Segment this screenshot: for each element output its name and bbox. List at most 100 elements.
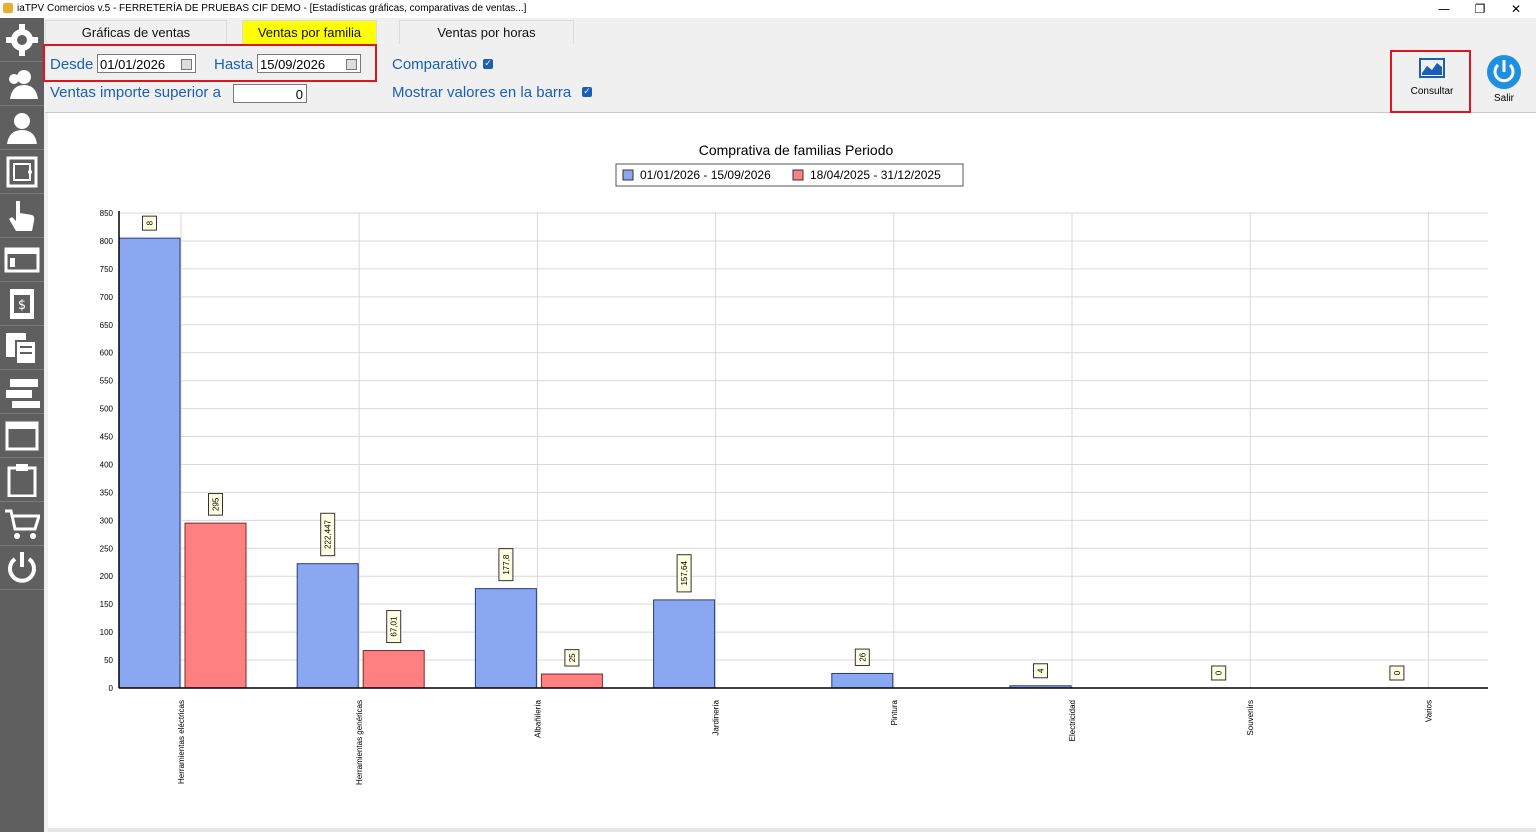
bar-series-2	[184, 522, 247, 689]
y-tick-label: 450	[100, 433, 114, 442]
value-label: 157,64	[680, 561, 689, 586]
value-label-box	[564, 649, 580, 667]
consultar-highlight	[1390, 50, 1471, 113]
value-label-box	[320, 512, 336, 557]
bar-series-2	[362, 650, 425, 689]
legend-series-2: 18/04/2025 - 31/12/2025	[810, 168, 941, 182]
legend-series-1: 01/01/2026 - 15/09/2026	[640, 168, 771, 182]
window-title: iaTPV Comercios v.5 - FERRETERÍA DE PRUE…	[17, 3, 527, 14]
minimize-button[interactable]: —	[1438, 2, 1450, 16]
clipboard-icon	[7, 464, 37, 497]
power-icon	[1487, 55, 1521, 89]
hasta-date-value: 15/09/2026	[260, 57, 326, 72]
category-label: Varios	[1424, 700, 1433, 722]
sidebar-item-clients[interactable]	[0, 62, 44, 106]
chart-icon	[1419, 58, 1445, 78]
user-icon	[7, 113, 37, 144]
close-button[interactable]: ✕	[1510, 2, 1522, 16]
sidebar-item-safe[interactable]	[0, 150, 44, 194]
chart-panel: 8 295 222,447 67,01 177,8 25 157,64 26 4 0 0 0 50 10…	[48, 113, 1536, 828]
value-label: 67,01	[390, 616, 399, 637]
y-tick-label: 300	[100, 516, 114, 525]
y-tick-label: 150	[100, 600, 114, 609]
sidebar-item-signs[interactable]	[0, 370, 44, 414]
status-strip	[48, 828, 1536, 832]
y-tick-label: 700	[100, 293, 114, 302]
bar-series-1	[296, 563, 359, 689]
title-bar: iaTPV Comercios v.5 - FERRETERÍA DE PRUE…	[0, 0, 1536, 18]
value-label-box	[498, 548, 514, 582]
y-tick-label: 550	[100, 377, 114, 386]
sign-icon	[6, 379, 40, 408]
importe-input[interactable]: 0	[233, 84, 307, 103]
value-label-box	[208, 493, 223, 516]
y-tick-label: 750	[100, 265, 114, 274]
category-label: Electricidad	[1068, 700, 1077, 741]
value-label-box	[1211, 665, 1227, 681]
bar-series-1	[831, 672, 894, 689]
hasta-label: Hasta	[214, 56, 254, 73]
y-tick-label: 50	[104, 656, 113, 665]
y-tick-label: 600	[100, 349, 114, 358]
value-label: 295	[212, 497, 221, 511]
desde-date-field[interactable]: 01/01/2026	[97, 54, 196, 73]
sidebar-item-window[interactable]	[0, 238, 44, 282]
bar-series-2	[540, 673, 603, 689]
sidebar-item-touch[interactable]	[0, 194, 44, 238]
calendar-icon[interactable]	[181, 59, 192, 70]
bar-series-1	[118, 237, 181, 689]
value-label: 177,8	[502, 554, 511, 575]
sidebar-item-clipboard[interactable]	[0, 458, 44, 502]
sidebar: $	[0, 18, 44, 832]
category-label: Herramientas eléctricas	[177, 700, 186, 784]
value-label-box	[142, 215, 157, 231]
sidebar-item-user[interactable]	[0, 106, 44, 150]
value-label-box	[676, 554, 692, 593]
y-tick-label: 0	[109, 684, 114, 693]
value-label: 0	[1393, 670, 1402, 675]
y-tick-label: 800	[100, 237, 114, 246]
salir-label: Salir	[1493, 93, 1514, 104]
value-label-box	[1389, 665, 1405, 681]
power-icon	[8, 552, 36, 583]
chart-title: Comprativa de familias Periodo	[699, 142, 894, 158]
restore-button[interactable]: ❐	[1474, 2, 1486, 16]
comparativo-checkbox[interactable]: ✓	[483, 59, 493, 69]
hasta-date-field[interactable]: 15/09/2026	[257, 54, 361, 73]
category-label: Herramientas genéricas	[355, 700, 364, 785]
desde-label: Desde	[50, 56, 94, 73]
app-icon	[3, 3, 13, 13]
y-tick-label: 500	[100, 405, 114, 414]
bar-series-1	[474, 588, 537, 689]
value-label: 222,447	[324, 519, 333, 548]
sidebar-item-windows[interactable]	[0, 414, 44, 458]
invoice-icon: $	[10, 289, 34, 319]
consultar-button[interactable]: Consultar	[1397, 58, 1467, 102]
sidebar-item-power[interactable]	[0, 546, 44, 590]
tab-ventas-por-horas[interactable]: Ventas por horas	[399, 20, 574, 45]
tab-ventas-por-familia[interactable]: Ventas por familia	[242, 20, 377, 45]
value-label: 26	[858, 652, 867, 661]
window-icon	[4, 247, 40, 273]
mostrar-valores-checkbox[interactable]: ✓	[582, 87, 592, 97]
tab-graficas-ventas[interactable]: Gráficas de ventas	[45, 20, 227, 45]
value-label: 8	[146, 220, 155, 225]
sidebar-item-documents[interactable]	[0, 326, 44, 370]
tab-bar: Gráficas de ventas Ventas por familia Ve…	[45, 18, 1536, 45]
filter-toolbar: Desde 01/01/2026 Hasta 15/09/2026 Ventas…	[43, 44, 1536, 113]
calendar-icon[interactable]	[346, 59, 357, 70]
cart-icon	[5, 509, 40, 539]
y-tick-label: 350	[100, 488, 114, 497]
y-tick-label: 200	[100, 572, 114, 581]
consultar-label: Consultar	[1410, 86, 1454, 97]
category-label: Pintura	[890, 699, 899, 725]
salir-button[interactable]: Salir	[1483, 54, 1525, 106]
sidebar-item-invoices[interactable]: $	[0, 282, 44, 326]
sidebar-item-settings[interactable]	[0, 18, 44, 62]
sidebar-item-cart[interactable]	[0, 502, 44, 546]
value-label: 25	[568, 653, 577, 662]
y-tick-label: 650	[100, 321, 114, 330]
y-tick-label: 400	[100, 460, 114, 469]
value-label-box	[386, 610, 402, 644]
